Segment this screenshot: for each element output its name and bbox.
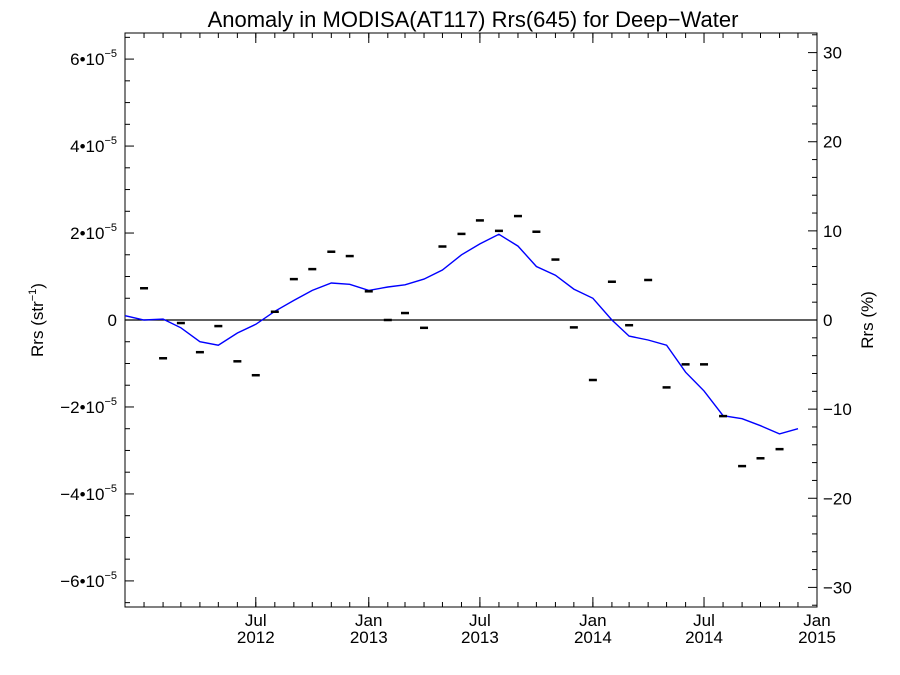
y-right-tick-label: −10 (823, 400, 852, 419)
y-left-tick-label: −4•10−5 (60, 483, 117, 504)
y-left-tick-mantissa: −2•10 (60, 398, 104, 417)
x-tick-month-label: Jan (803, 611, 830, 630)
chart-title: Anomaly in MODISA(AT117) Rrs(645) for De… (208, 7, 739, 32)
y-left-tick-exponent: −5 (104, 570, 117, 582)
y-left-tick-mantissa: 0 (108, 311, 117, 330)
y-axis-right-label: Rrs (%) (858, 291, 877, 349)
y-left-tick-label: 2•10−5 (70, 222, 117, 243)
y-right-tick-label: 0 (823, 311, 832, 330)
y-right-tick-label: −20 (823, 489, 852, 508)
x-tick-month-label: Jan (579, 611, 606, 630)
y-left-tick-label: 6•10−5 (70, 48, 117, 69)
trend-line (124, 233, 799, 435)
y-left-tick-exponent: −5 (104, 396, 117, 408)
y-left-tick-exponent: −5 (104, 222, 117, 234)
x-tick-year-label: 2013 (461, 628, 499, 647)
x-tick-year-label: 2015 (798, 628, 836, 647)
plot-area: −6•10−5−4•10−5−2•10−502•10−54•10−56•10−5… (60, 32, 852, 647)
y-right-tick-label: 20 (823, 133, 842, 152)
y-left-label-close: ) (28, 283, 47, 289)
y-left-tick-label: 4•10−5 (70, 135, 117, 156)
x-tick-month-label: Jul (693, 611, 715, 630)
y-left-tick-label: 0 (108, 311, 117, 330)
y-left-tick-mantissa: −4•10 (60, 485, 104, 504)
y-left-label-sup: −1 (27, 289, 39, 302)
x-tick-year-label: 2014 (685, 628, 723, 647)
x-tick-year-label: 2013 (350, 628, 388, 647)
y-left-tick-mantissa: 4•10 (70, 137, 104, 156)
y-left-tick-mantissa: 2•10 (70, 224, 104, 243)
y-left-tick-label: −6•10−5 (60, 570, 117, 591)
y-left-tick-exponent: −5 (104, 135, 117, 147)
x-tick-month-label: Jul (469, 611, 491, 630)
x-tick-year-label: 2012 (237, 628, 275, 647)
y-left-tick-mantissa: 6•10 (70, 50, 104, 69)
y-axis-left-label: Rrs (str−1) (27, 283, 47, 357)
y-left-label-base: Rrs (str (28, 301, 47, 357)
y-left-tick-label: −2•10−5 (60, 396, 117, 417)
x-tick-year-label: 2014 (574, 628, 612, 647)
y-left-tick-exponent: −5 (104, 48, 117, 60)
x-tick-month-label: Jul (245, 611, 267, 630)
y-right-tick-label: 30 (823, 44, 842, 63)
y-right-tick-label: 10 (823, 222, 842, 241)
y-left-tick-mantissa: −6•10 (60, 572, 104, 591)
y-left-tick-exponent: −5 (104, 483, 117, 495)
x-tick-month-label: Jan (355, 611, 382, 630)
y-right-tick-label: −30 (823, 578, 852, 597)
